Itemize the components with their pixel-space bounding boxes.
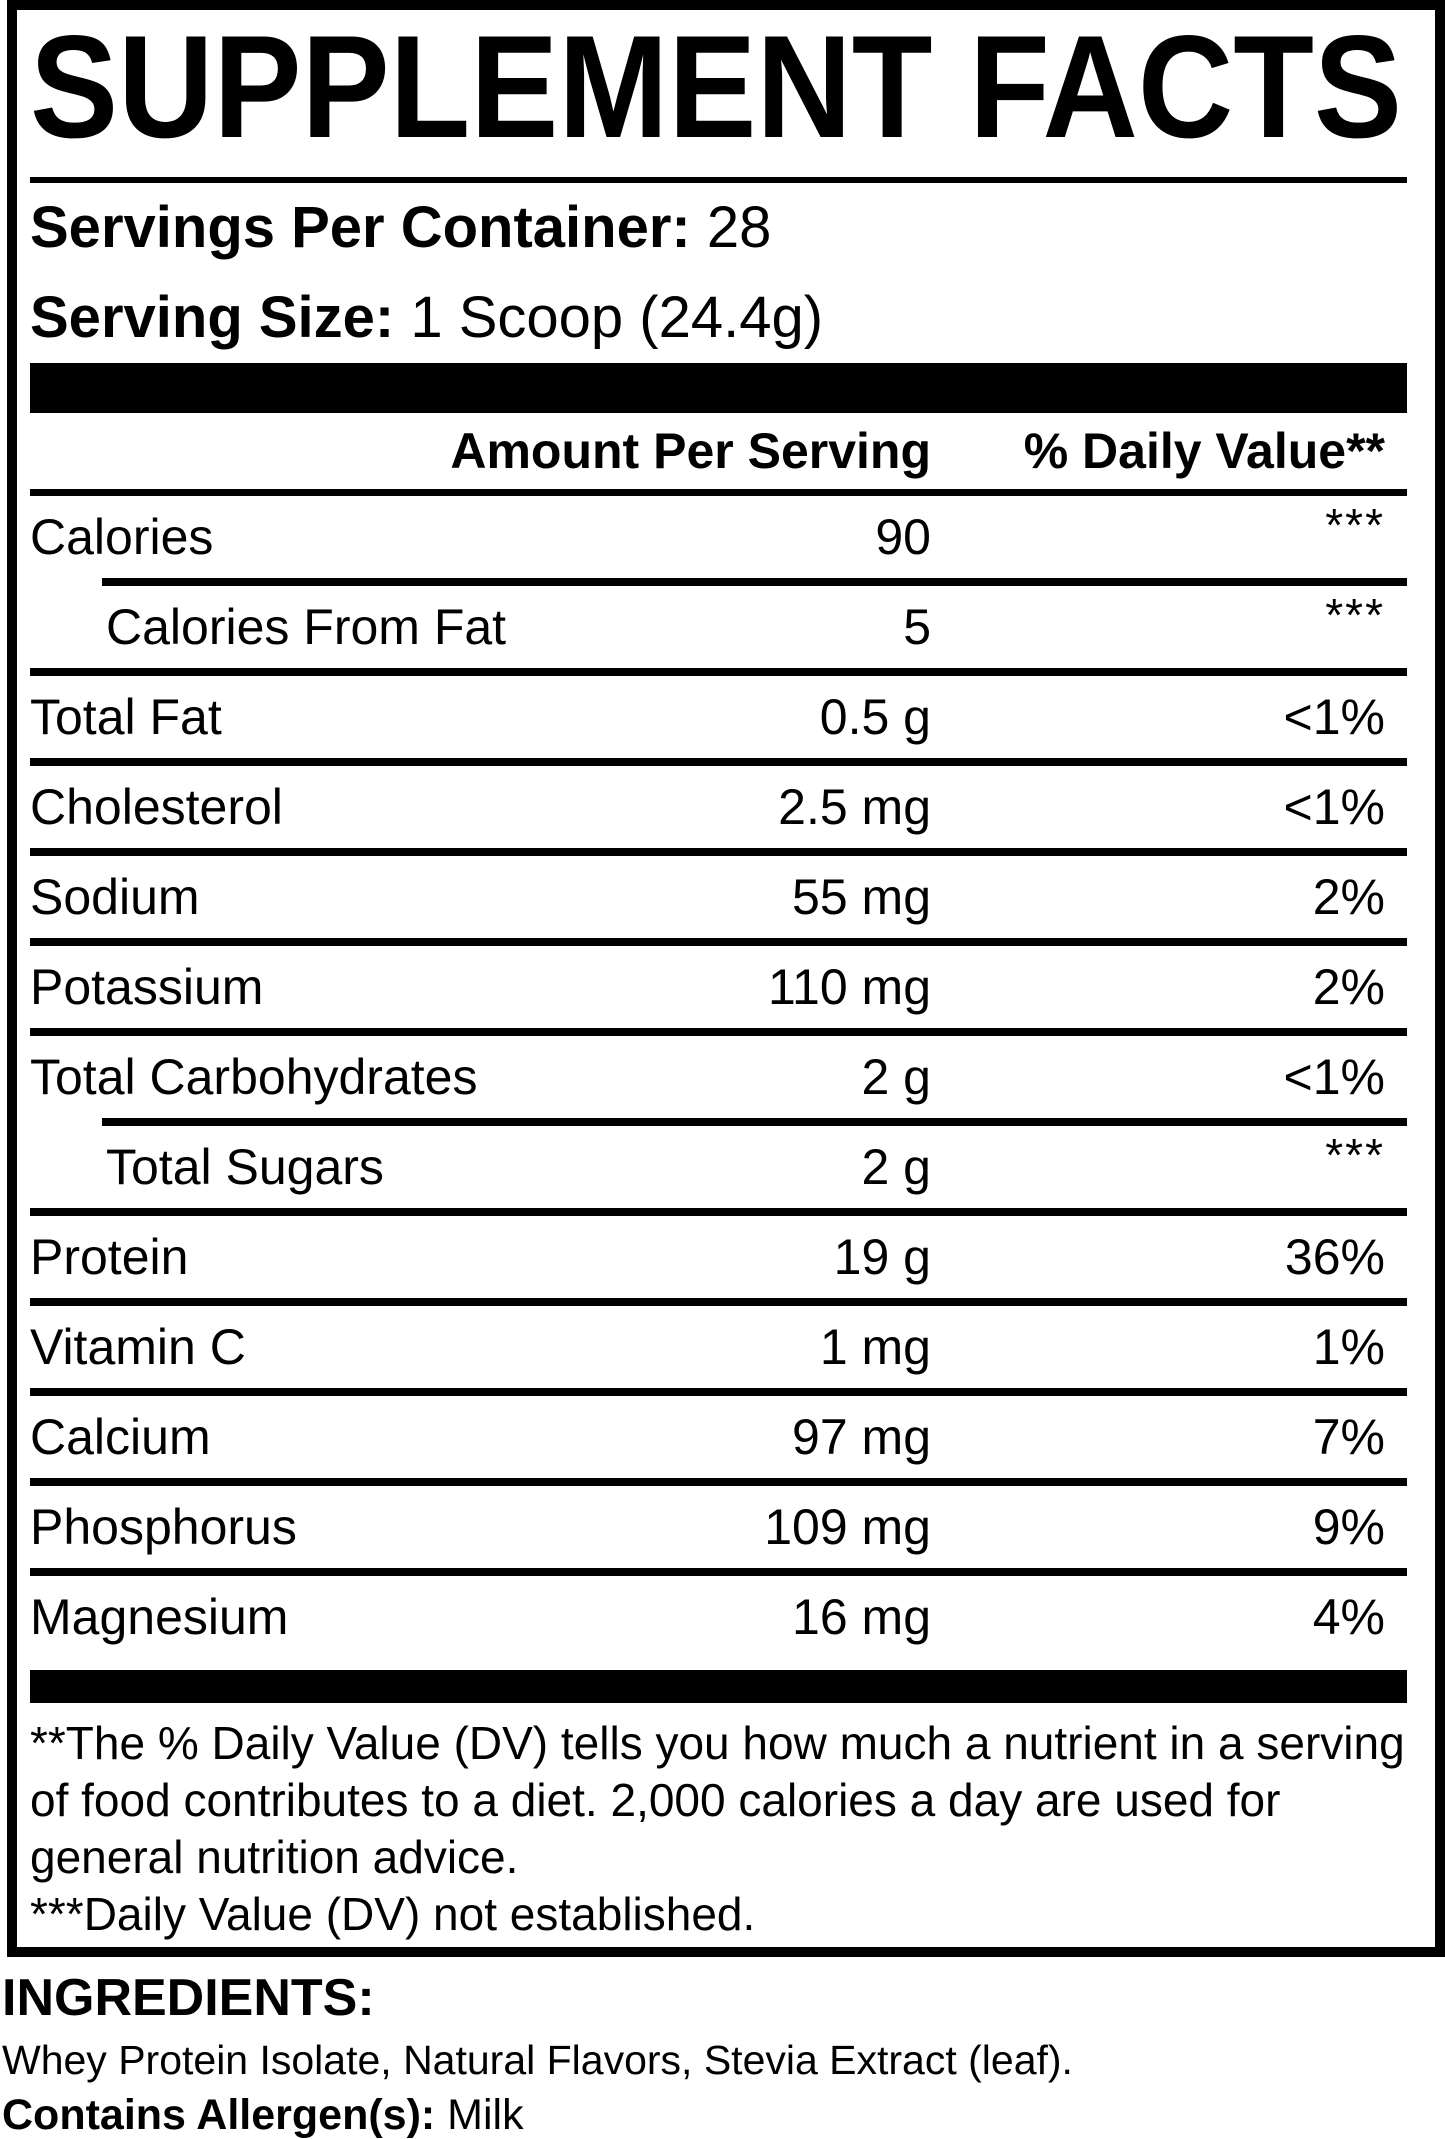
nutrient-name: Potassium (30, 959, 264, 1015)
row-divider (30, 1388, 1407, 1396)
ingredients-list: Whey Protein Isolate, Natural Flavors, S… (2, 2037, 1073, 2083)
table-row: Calcium 97 mg 7% (30, 1396, 1407, 1478)
allergen-line: Contains Allergen(s): Milk (2, 2091, 1445, 2139)
nutrient-daily-value: 4% (1312, 1589, 1385, 1645)
nutrient-amount: 0.5 g (819, 689, 931, 745)
nutrient-daily-value: 2% (1312, 869, 1385, 925)
table-header-row: Amount Per Serving % Daily Value** (30, 413, 1407, 489)
nutrient-daily-value: 2% (1312, 959, 1385, 1015)
servings-per-container-value: 28 (706, 195, 772, 260)
row-divider (30, 1298, 1407, 1306)
supplement-facts-panel: SUPPLEMENT FACTS Servings Per Container:… (7, 0, 1445, 1957)
row-divider (30, 938, 1407, 946)
row-divider (102, 1118, 1407, 1126)
nutrient-name: Calories From Fat (106, 599, 507, 655)
nutrient-amount: 19 g (833, 1229, 931, 1285)
column-header-amount: Amount Per Serving (450, 423, 931, 479)
nutrient-amount: 55 mg (792, 869, 931, 925)
table-row: Phosphorus 109 mg 9% (30, 1486, 1407, 1568)
table-row: Calories From Fat 5 *** (30, 586, 1407, 668)
nutrient-name: Magnesium (30, 1589, 289, 1645)
nutrient-name: Sodium (30, 869, 200, 925)
row-divider (30, 758, 1407, 766)
footnotes: **The % Daily Value (DV) tells you how m… (30, 1715, 1407, 1943)
row-divider (30, 1478, 1407, 1486)
table-row: Vitamin C 1 mg 1% (30, 1306, 1407, 1388)
row-divider (30, 1208, 1407, 1216)
nutrient-amount: 97 mg (792, 1409, 931, 1465)
servings-per-container-label: Servings Per Container: (30, 195, 691, 260)
nutrient-name: Protein (30, 1229, 189, 1285)
allergen-value: Milk (447, 2091, 524, 2139)
nutrient-daily-value: *** (1325, 1129, 1385, 1181)
nutrient-name: Vitamin C (30, 1319, 246, 1375)
ingredients-title: INGREDIENTS: (2, 1969, 375, 2027)
panel-title-svg: SUPPLEMENT FACTS (30, 30, 1402, 142)
title-divider (30, 177, 1407, 183)
nutrient-name: Cholesterol (30, 779, 283, 835)
nutrient-amount: 1 mg (819, 1319, 931, 1375)
table-row: Total Sugars 2 g *** (30, 1126, 1407, 1208)
row-divider (30, 1028, 1407, 1036)
nutrient-daily-value: 7% (1312, 1409, 1385, 1465)
table-row: Calories 90 *** (30, 496, 1407, 578)
nutrient-name: Phosphorus (30, 1499, 297, 1555)
table-row: Total Carbohydrates 2 g <1% (30, 1036, 1407, 1118)
nutrient-daily-value: 1% (1312, 1319, 1385, 1375)
nutrient-daily-value: <1% (1283, 779, 1385, 835)
not-established-footnote: ***Daily Value (DV) not established. (30, 1888, 756, 1940)
ingredients-section: INGREDIENTS: Whey Protein Isolate, Natur… (0, 1971, 1445, 2139)
nutrient-daily-value: <1% (1283, 1049, 1385, 1105)
table-row: Protein 19 g 36% (30, 1216, 1407, 1298)
row-divider (30, 668, 1407, 676)
nutrient-name: Calories (30, 509, 214, 565)
nutrient-amount: 109 mg (764, 1499, 931, 1555)
nutrient-amount: 2 g (861, 1049, 931, 1105)
allergen-label: Contains Allergen(s): (2, 2091, 436, 2139)
row-divider (102, 578, 1407, 586)
nutrient-daily-value: 9% (1312, 1499, 1385, 1555)
table-row: Sodium 55 mg 2% (30, 856, 1407, 938)
table-row: Potassium 110 mg 2% (30, 946, 1407, 1028)
daily-value-footnote: **The % Daily Value (DV) tells you how m… (30, 1717, 1405, 1883)
nutrient-daily-value: *** (1325, 499, 1385, 551)
header-divider (30, 489, 1407, 496)
serving-size-value: 1 Scoop (24.4g) (410, 285, 824, 350)
section-bar-top (30, 363, 1407, 413)
section-bar-bottom (30, 1670, 1407, 1703)
nutrient-name: Total Carbohydrates (30, 1049, 478, 1105)
panel-title: SUPPLEMENT FACTS (30, 30, 1402, 142)
table-row: Total Fat 0.5 g <1% (30, 676, 1407, 758)
nutrient-amount: 2 g (861, 1139, 931, 1195)
row-divider (30, 848, 1407, 856)
serving-size-line: Serving Size: 1 Scoop (24.4g) (30, 273, 1407, 363)
column-header-daily-value: % Daily Value** (1023, 423, 1385, 479)
serving-size-label: Serving Size: (30, 285, 395, 350)
nutrient-name: Total Sugars (106, 1139, 384, 1195)
table-row: Magnesium 16 mg 4% (30, 1576, 1407, 1658)
nutrient-name: Calcium (30, 1409, 211, 1465)
servings-per-container-line: Servings Per Container: 28 (30, 183, 1407, 273)
nutrient-name: Total Fat (30, 689, 222, 745)
nutrient-amount: 2.5 mg (778, 779, 931, 835)
nutrient-amount: 110 mg (767, 959, 931, 1015)
row-divider (30, 1568, 1407, 1576)
table-row: Cholesterol 2.5 mg <1% (30, 766, 1407, 848)
nutrient-amount: 5 (903, 599, 931, 655)
nutrient-amount: 16 mg (792, 1589, 931, 1645)
nutrient-daily-value: <1% (1283, 689, 1385, 745)
nutrient-daily-value: 36% (1284, 1229, 1385, 1285)
nutrient-daily-value: *** (1325, 589, 1385, 641)
nutrient-amount: 90 (875, 509, 931, 565)
